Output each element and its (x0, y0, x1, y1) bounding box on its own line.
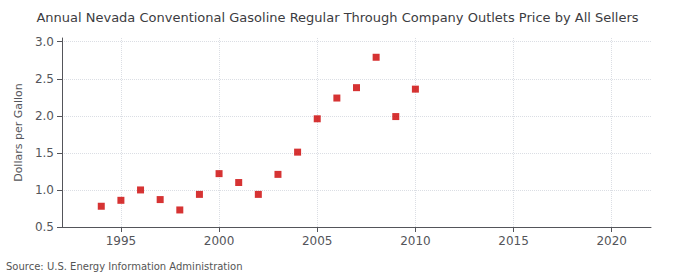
svg-text:3.0: 3.0 (35, 35, 54, 49)
svg-text:2010: 2010 (400, 234, 431, 248)
svg-text:2.5: 2.5 (35, 72, 54, 86)
svg-text:2000: 2000 (204, 234, 235, 248)
svg-text:Annual Nevada Conventional Gas: Annual Nevada Conventional Gasoline Regu… (36, 10, 638, 25)
svg-text:Dollars per Gallon: Dollars per Gallon (12, 83, 25, 182)
svg-text:2005: 2005 (302, 234, 333, 248)
svg-text:2.0: 2.0 (35, 109, 54, 123)
svg-text:2015: 2015 (498, 234, 529, 248)
svg-text:0.5: 0.5 (35, 220, 54, 234)
svg-text:1.0: 1.0 (35, 183, 54, 197)
svg-text:Source: U.S. Energy Informatio: Source: U.S. Energy Information Administ… (6, 261, 243, 272)
svg-text:2020: 2020 (596, 234, 627, 248)
svg-text:1.5: 1.5 (35, 146, 54, 160)
svg-text:1995: 1995 (106, 234, 137, 248)
